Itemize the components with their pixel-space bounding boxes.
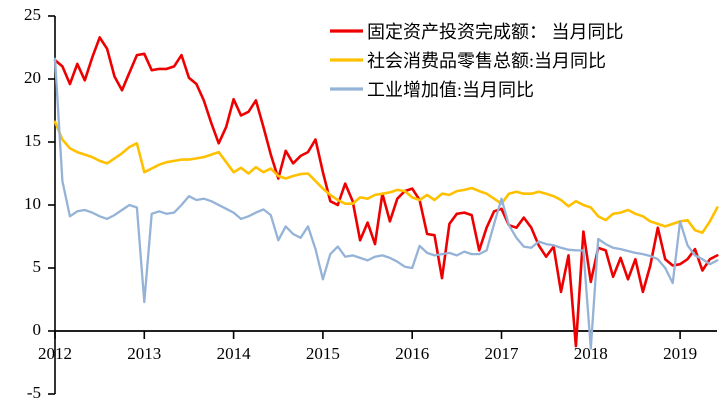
x-tick-label: 2019 [663,344,697,363]
y-tick-label: 5 [33,257,42,276]
x-tick-label: 2013 [127,344,161,363]
x-tick-label: 2014 [217,344,252,363]
y-tick-label: -5 [27,383,41,402]
y-tick-label: 25 [24,5,41,24]
y-tick-label: 10 [24,194,41,213]
legend-item-industrial-value-added: 工业增加值:当月同比 [330,80,534,100]
y-tick-label: 15 [24,131,41,150]
series-line-fixed-asset-investment [53,36,719,348]
x-tick-label: 2015 [306,344,340,363]
legend: 固定资产投资完成额： 当月同比 社会消费品零售总额:当月同比 工业增加值:当月同… [330,22,624,100]
x-tick-label: 2017 [485,344,520,363]
legend-item-retail-sales: 社会消费品零售总额:当月同比 [330,51,606,71]
legend-label-industrial-value-added: 工业增加值:当月同比 [367,80,534,100]
legend-item-fixed-asset-investment: 固定资产投资完成额： 当月同比 [330,22,624,42]
y-tick-label: 0 [33,320,42,339]
legend-label-fixed-asset-investment: 固定资产投资完成额： 当月同比 [367,22,624,42]
axes [48,15,717,395]
x-tick-label: 2016 [395,344,429,363]
x-tick-label: 2012 [38,344,72,363]
x-tick-label: 2018 [574,344,608,363]
legend-label-retail-sales: 社会消费品零售总额:当月同比 [367,51,606,71]
series-lines [53,36,719,350]
series-line-retail-sales [53,120,719,234]
y-tick-label: 20 [24,68,41,87]
series-line-industrial-value-added [53,57,719,350]
